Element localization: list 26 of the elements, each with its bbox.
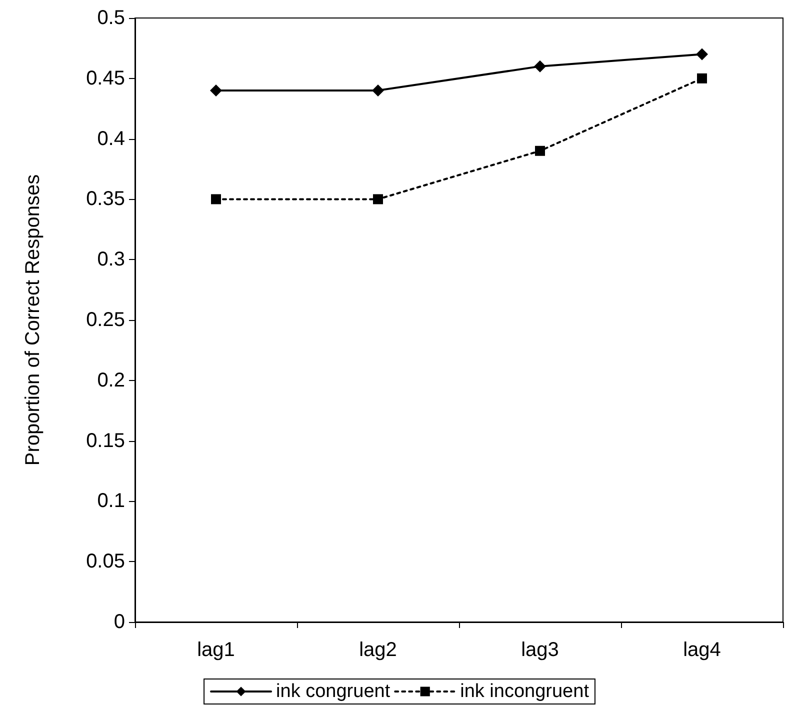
- y-tick-label: 0.05: [86, 550, 125, 573]
- y-axis-title: Proportion of Correct Responses: [22, 174, 44, 466]
- legend-label: ink incongruent: [460, 681, 590, 702]
- x-tick-label: lag2: [359, 639, 397, 661]
- y-tick-label: 0.4: [97, 128, 125, 150]
- point: [210, 84, 222, 96]
- point: [211, 194, 221, 204]
- y-tick-label: 0.1: [97, 490, 125, 512]
- y-tick-label: 0.3: [97, 248, 125, 271]
- point: [534, 60, 546, 72]
- legend-label: ink congruent: [276, 681, 391, 702]
- y-tick-label: 0.35: [86, 188, 125, 210]
- y-tick-label: 0.15: [86, 430, 125, 452]
- point: [372, 84, 384, 96]
- point: [373, 194, 383, 204]
- y-tick-label: 0.25: [86, 309, 125, 331]
- x-tick-label: lag1: [197, 639, 235, 661]
- y-tick-label: 0.5: [97, 7, 125, 29]
- point: [696, 48, 708, 60]
- y-tick-label: 0.2: [97, 369, 125, 392]
- x-tick-label: lag3: [521, 639, 559, 661]
- y-tick-label: 0: [114, 611, 125, 633]
- point: [535, 146, 545, 156]
- point: [697, 73, 707, 84]
- x-tick-label: lag4: [683, 639, 721, 661]
- y-tick-label: 0.45: [86, 67, 125, 90]
